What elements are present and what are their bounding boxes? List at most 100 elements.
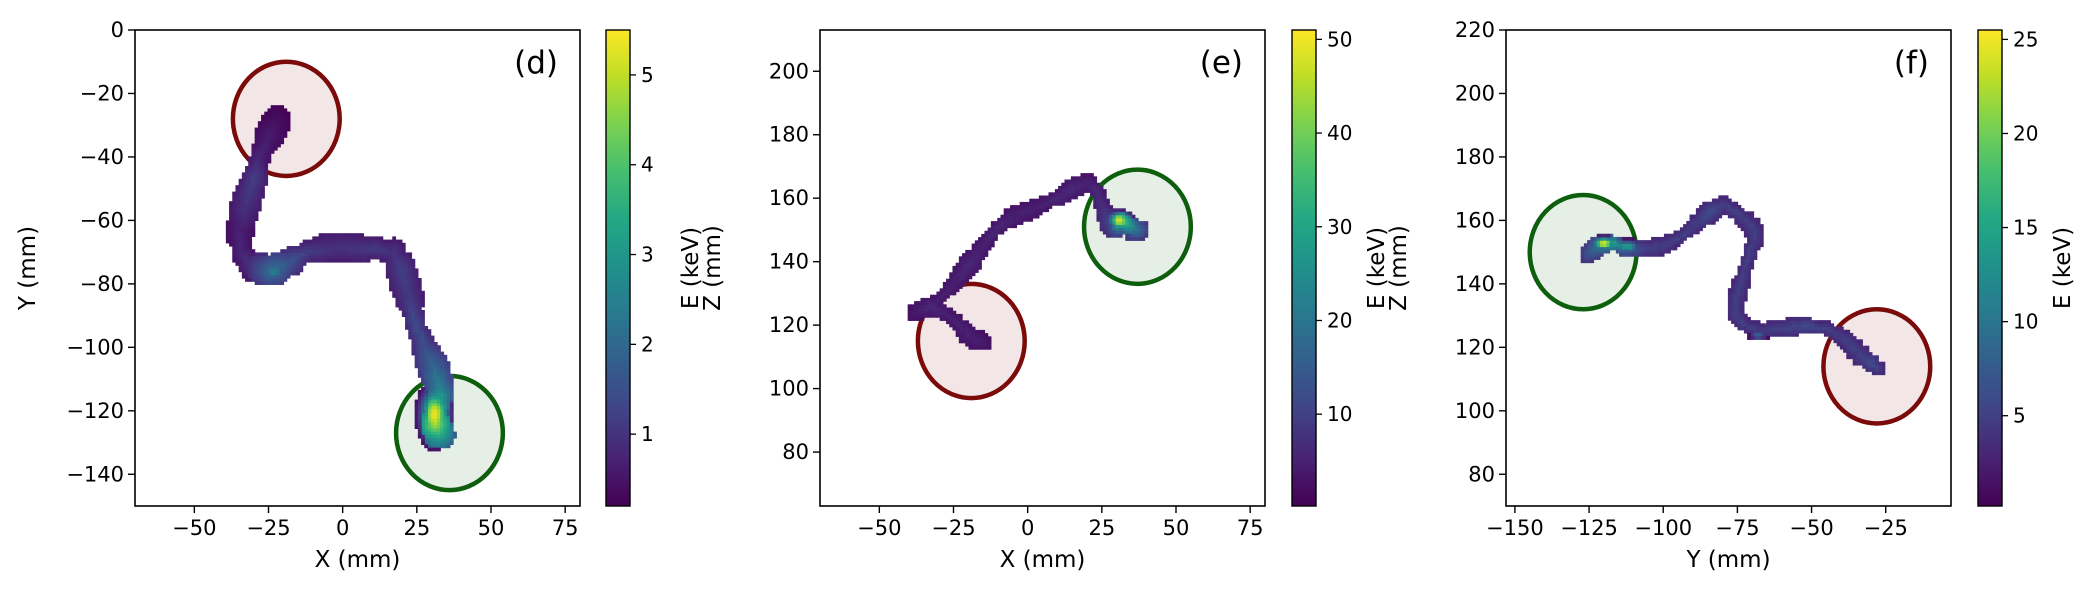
track-voxel bbox=[1695, 214, 1700, 219]
track-voxel bbox=[261, 175, 265, 180]
track-voxel bbox=[946, 320, 950, 325]
x-tick-label: −25 bbox=[931, 516, 975, 540]
track-voxel bbox=[277, 252, 281, 257]
track-voxel bbox=[245, 191, 249, 196]
track-voxel bbox=[1596, 243, 1601, 248]
track-voxel bbox=[270, 134, 275, 138]
track-voxel bbox=[949, 285, 954, 289]
track-voxel bbox=[952, 285, 957, 289]
track-voxel bbox=[245, 188, 249, 193]
track-voxel bbox=[267, 265, 272, 269]
track-voxel bbox=[254, 156, 259, 161]
track-voxel bbox=[299, 268, 304, 273]
track-voxel bbox=[1862, 355, 1867, 360]
track-voxel bbox=[1711, 217, 1716, 222]
track-voxel bbox=[270, 258, 275, 263]
y-tick-label: −80 bbox=[80, 272, 124, 296]
y-axis-label: Y (mm) bbox=[15, 226, 41, 311]
track-voxel bbox=[363, 239, 368, 244]
track-voxel bbox=[315, 246, 320, 250]
track-voxel bbox=[1836, 342, 1841, 347]
track-voxel bbox=[1843, 332, 1847, 337]
track-voxel bbox=[1875, 368, 1879, 372]
track-voxel bbox=[401, 242, 406, 247]
track-voxel bbox=[1580, 252, 1585, 257]
track-voxel bbox=[1731, 278, 1735, 283]
track-voxel bbox=[238, 255, 243, 260]
track-voxel bbox=[1609, 233, 1614, 238]
track-voxel bbox=[1743, 320, 1748, 324]
track-voxel bbox=[417, 364, 422, 369]
track-voxel bbox=[411, 294, 416, 298]
track-voxel bbox=[914, 304, 918, 309]
track-voxel bbox=[1852, 345, 1857, 350]
track-voxel bbox=[427, 393, 432, 397]
track-voxel bbox=[405, 316, 409, 321]
track-voxel bbox=[1846, 339, 1851, 344]
track-voxel bbox=[1583, 259, 1588, 264]
track-voxel bbox=[971, 259, 976, 264]
track-voxel bbox=[235, 249, 240, 253]
y-tick-label: 180 bbox=[769, 123, 809, 147]
track-voxel bbox=[1830, 329, 1835, 334]
track-voxel bbox=[245, 262, 249, 266]
track-voxel bbox=[1823, 323, 1828, 328]
track-voxel bbox=[1061, 185, 1066, 190]
track-voxel bbox=[1759, 336, 1764, 340]
track-voxel bbox=[411, 278, 416, 282]
track-voxel bbox=[958, 265, 963, 270]
track-voxel bbox=[414, 345, 419, 349]
track-voxel bbox=[978, 265, 982, 270]
track-voxel bbox=[261, 188, 265, 193]
track-voxel bbox=[241, 217, 246, 221]
track-voxel bbox=[1839, 336, 1844, 340]
track-voxel bbox=[1003, 221, 1008, 225]
track-voxel bbox=[277, 114, 281, 119]
track-voxel bbox=[373, 242, 377, 247]
track-voxel bbox=[1811, 320, 1815, 324]
track-voxel bbox=[978, 246, 982, 251]
track-voxel bbox=[254, 252, 259, 257]
track-voxel bbox=[401, 300, 406, 305]
track-voxel bbox=[248, 175, 253, 180]
track-voxel bbox=[238, 239, 243, 244]
track-voxel bbox=[923, 310, 928, 315]
track-voxel bbox=[360, 233, 365, 237]
track-voxel bbox=[417, 294, 422, 298]
track-voxel bbox=[942, 297, 947, 302]
track-voxel bbox=[229, 207, 233, 212]
track-voxel bbox=[1878, 371, 1883, 376]
track-voxel bbox=[952, 320, 957, 325]
track-voxel bbox=[1737, 220, 1742, 225]
track-voxel bbox=[264, 146, 269, 151]
track-voxel bbox=[408, 300, 413, 305]
track-voxel bbox=[267, 127, 272, 132]
track-voxel bbox=[1881, 361, 1886, 366]
track-voxel bbox=[1875, 358, 1879, 363]
y-tick-label: −140 bbox=[66, 462, 124, 486]
track-voxel bbox=[421, 380, 425, 385]
track-voxel bbox=[933, 310, 938, 315]
track-voxel bbox=[277, 137, 281, 141]
track-voxel bbox=[1750, 249, 1755, 254]
track-voxel bbox=[398, 303, 403, 308]
track-voxel bbox=[225, 226, 230, 231]
track-voxel bbox=[254, 178, 259, 183]
track-voxel bbox=[1743, 262, 1748, 267]
track-voxel bbox=[248, 166, 253, 170]
track-voxel bbox=[437, 399, 441, 404]
track-voxel bbox=[414, 268, 419, 273]
track-voxel bbox=[1090, 192, 1094, 197]
track-voxel bbox=[955, 313, 960, 318]
track-voxel bbox=[1852, 348, 1857, 353]
track-voxel bbox=[417, 370, 422, 375]
track-voxel bbox=[1740, 326, 1745, 331]
track-voxel bbox=[417, 345, 422, 349]
track-voxel bbox=[360, 258, 365, 263]
track-voxel bbox=[907, 307, 912, 312]
track-voxel bbox=[1855, 352, 1860, 356]
track-voxel bbox=[366, 236, 371, 241]
track-voxel bbox=[440, 438, 445, 442]
track-voxel bbox=[398, 287, 403, 292]
track-voxel bbox=[1756, 233, 1761, 238]
